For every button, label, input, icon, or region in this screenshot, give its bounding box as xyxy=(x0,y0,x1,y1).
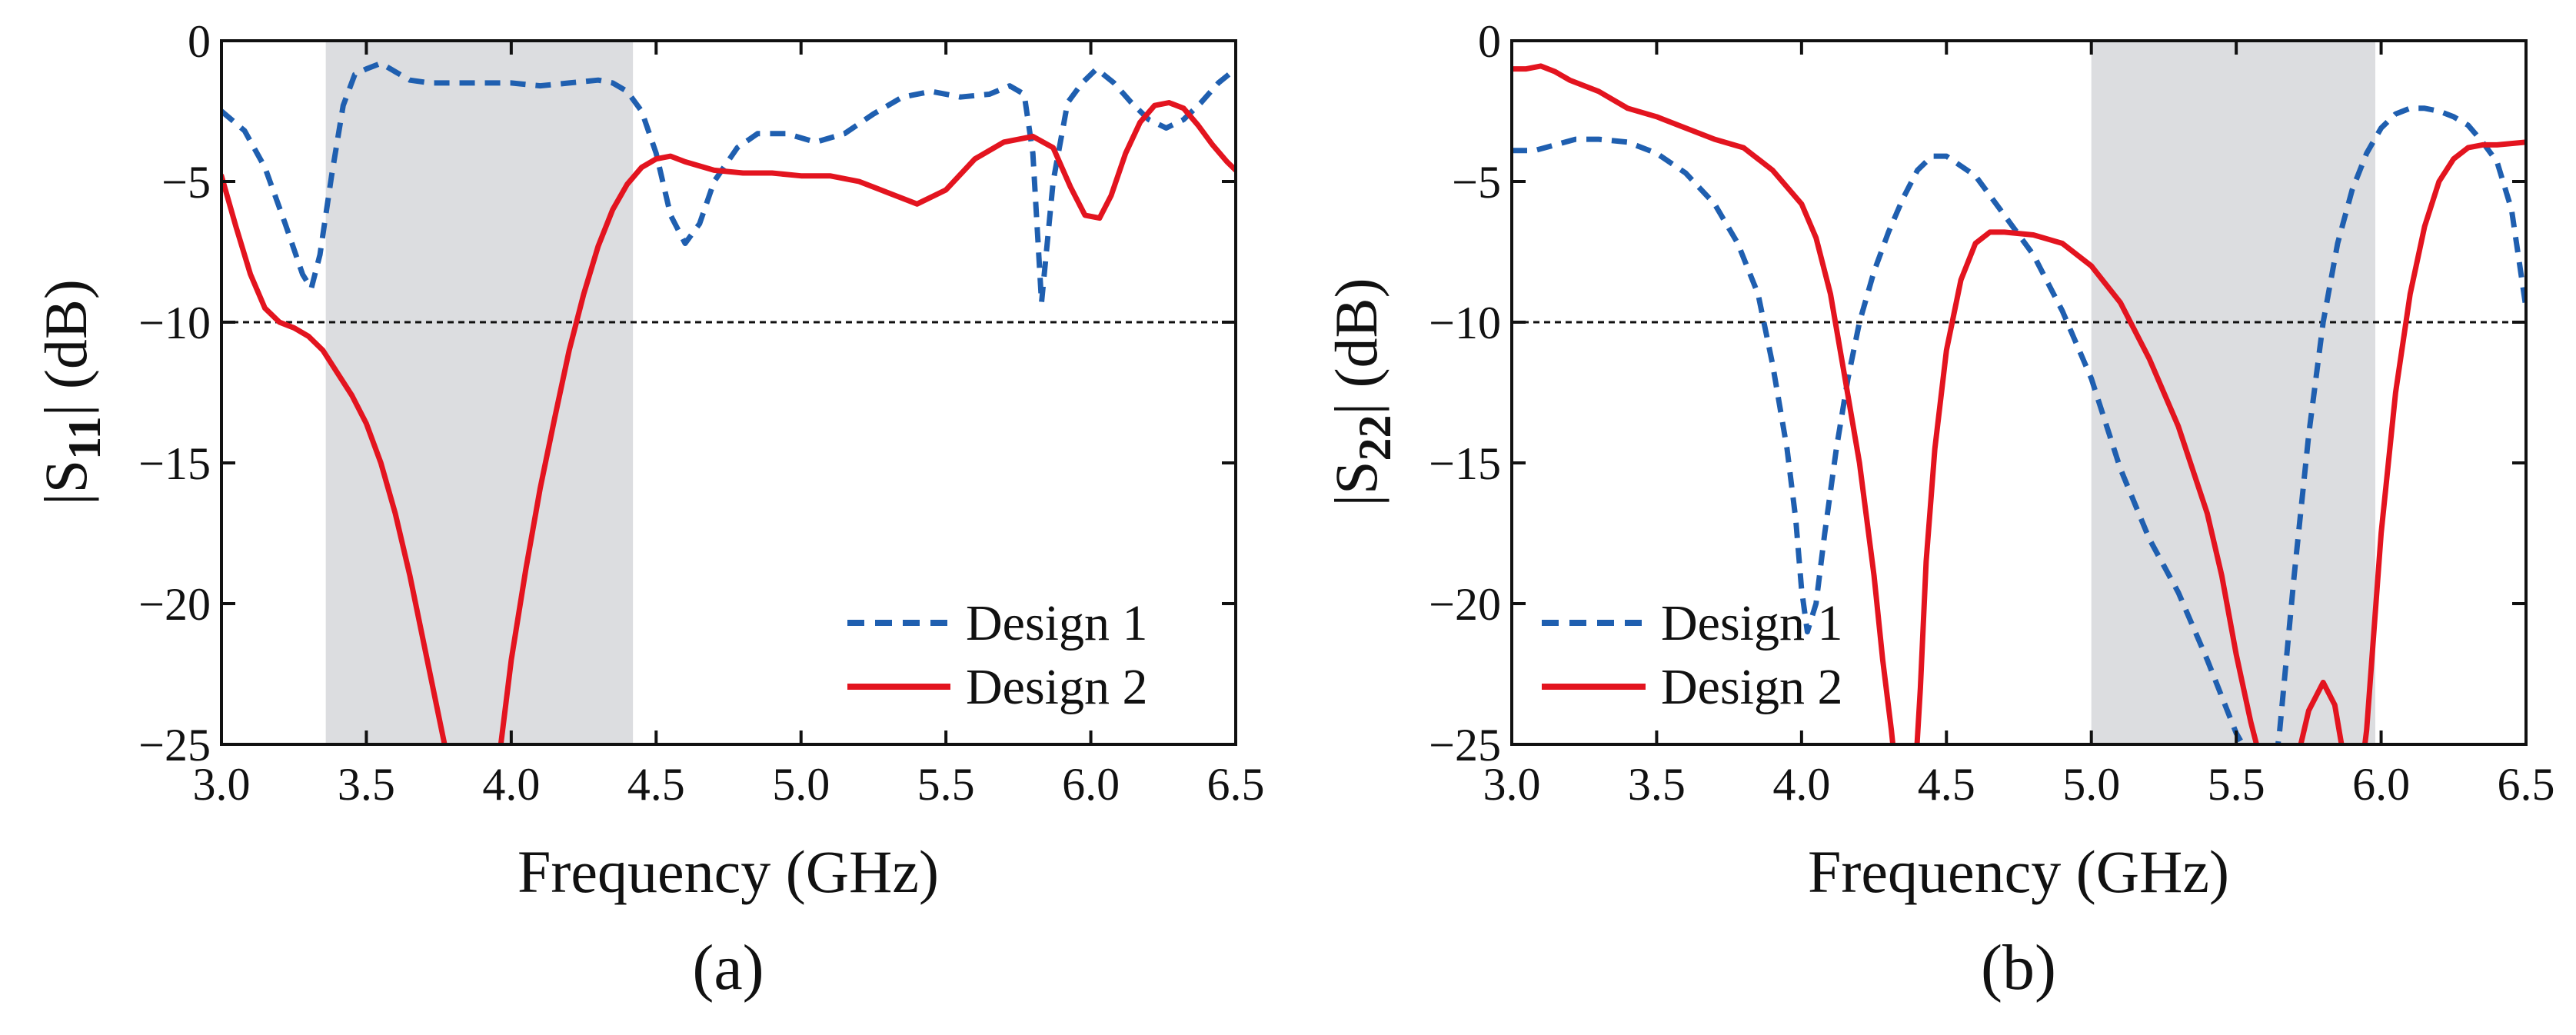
x-tick-label-b: 5.5 xyxy=(2208,759,2265,810)
legend-label-design-1-a: Design 1 xyxy=(966,595,1147,651)
x-tick-label-b: 3.0 xyxy=(1483,759,1541,810)
x-tick-label-a: 5.5 xyxy=(917,759,975,810)
shaded-band-a xyxy=(325,41,634,744)
y-tick-label-b: −20 xyxy=(1429,579,1501,630)
chart-panel-a: 3.0 3.5 4.0 4.5 5.0 5.5 6.0 6.50−5−10−15−20−25 … xyxy=(32,16,1265,1003)
x-tick-label-a: 3.5 xyxy=(338,759,395,810)
y-tick-label-b: 0 xyxy=(1478,16,1501,67)
x-axis-title-a: Frequency (GHz) xyxy=(518,838,939,905)
x-tick-label-b: 5.0 xyxy=(2062,759,2120,810)
x-tick-label-b: 6.5 xyxy=(2498,759,2555,810)
x-tick-label-a: 6.5 xyxy=(1207,759,1265,810)
x-tick-label-a: 6.0 xyxy=(1062,759,1120,810)
y-tick-label-a: −15 xyxy=(138,438,211,489)
y-axis-title-a: |S11| (dB) xyxy=(32,279,110,505)
y-tick-label-a: −10 xyxy=(138,298,211,348)
y-tick-label-b: −5 xyxy=(1452,157,1501,208)
y-axis-title-b: |S22| (dB) xyxy=(1323,278,1400,506)
legend-b: Design 1 Design 2 xyxy=(1542,595,1842,715)
series-line-design-2-b xyxy=(1512,63,2526,744)
x-tick-label-b: 6.0 xyxy=(2352,759,2410,810)
plot-frame-a xyxy=(220,39,1237,746)
plot-frame-b xyxy=(1510,39,2528,746)
panel-label-b: (b) xyxy=(1981,932,2056,1003)
series-line-design-2-a xyxy=(221,100,1236,744)
x-axis-title-b: Frequency (GHz) xyxy=(1808,838,2229,905)
x-tick-label-a: 3.0 xyxy=(193,759,251,810)
legend-label-design-2-b: Design 2 xyxy=(1661,659,1842,715)
legend-label-design-1-b: Design 1 xyxy=(1661,595,1842,651)
legend-a: Design 1 Design 2 xyxy=(847,595,1147,715)
x-tick-label-a: 4.5 xyxy=(627,759,685,810)
y-tick-label-b: −15 xyxy=(1429,438,1501,489)
x-tick-label-b: 4.5 xyxy=(1918,759,1975,810)
chart-panel-b: 3.0 3.5 4.0 4.5 5.0 5.5 6.0 6.50−5−10−15−20−25 … xyxy=(1323,16,2555,1003)
x-tick-label-a: 5.0 xyxy=(772,759,830,810)
legend-label-design-2-a: Design 2 xyxy=(966,659,1147,715)
y-tick-label-a: −20 xyxy=(138,579,211,630)
y-tick-label-b: −10 xyxy=(1429,298,1501,348)
y-tick-label-a: −25 xyxy=(138,720,211,770)
y-tick-label-a: −5 xyxy=(161,157,211,208)
y-tick-label-a: 0 xyxy=(188,16,211,67)
y-tick-label-b: −25 xyxy=(1429,720,1501,770)
x-tick-label-a: 4.0 xyxy=(482,759,540,810)
x-tick-label-b: 4.0 xyxy=(1772,759,1830,810)
x-tick-label-b: 3.5 xyxy=(1628,759,1686,810)
panel-label-a: (a) xyxy=(692,932,764,1003)
series-line-design-1-a xyxy=(221,60,1236,305)
